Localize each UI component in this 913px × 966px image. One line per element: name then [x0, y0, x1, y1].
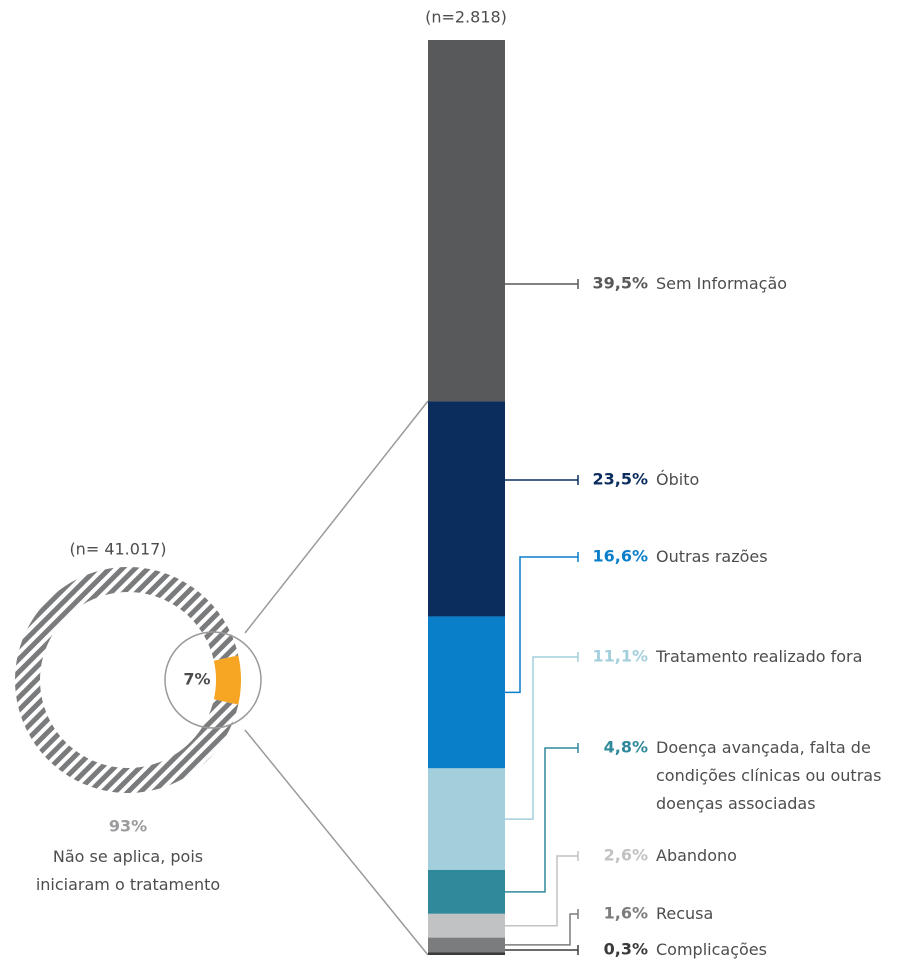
slice-label: Não se aplica, pois iniciaram o tratament…: [36, 847, 220, 894]
category-label: Tratamento realizado fora: [655, 647, 862, 666]
zoom-line: [244, 400, 429, 634]
category-label: Recusa: [656, 904, 713, 923]
value-label: 39,5%: [592, 274, 648, 293]
zoom-line: [244, 729, 429, 956]
category-label: Óbito: [656, 470, 699, 489]
zoom-circle: [164, 631, 262, 729]
value-label: 1,6%: [604, 904, 648, 923]
value-label: 11,1%: [592, 647, 648, 666]
bar-segment: [428, 952, 505, 955]
donut-slice: [213, 655, 242, 705]
slice-value-label: 93%: [109, 817, 147, 836]
bar-segment: [428, 616, 505, 769]
value-label: 0,3%: [604, 940, 648, 959]
bar-subtitle: (n=2.818): [425, 8, 507, 27]
value-label: 23,5%: [592, 470, 648, 489]
bar-segment: [428, 913, 505, 938]
category-label: Doença avançada, falta de condições clíni…: [656, 738, 881, 813]
bar-segment: [428, 937, 505, 953]
value-label: 16,6%: [592, 547, 648, 566]
category-label: Sem Informação: [656, 274, 787, 293]
value-label: 4,8%: [604, 738, 648, 757]
value-label: 2,6%: [604, 846, 648, 865]
leader-line: [505, 656, 578, 820]
donut-subtitle: (n= 41.017): [69, 540, 166, 559]
bar-segment: [428, 40, 505, 402]
category-label: Abandono: [656, 846, 737, 865]
leader-line: [505, 556, 578, 694]
slice-value-label: 7%: [183, 670, 210, 689]
bar-segment: [428, 768, 505, 870]
bar-segment: [428, 869, 505, 914]
leader-line: [505, 855, 578, 927]
leader-line: [505, 747, 578, 893]
bar-segment: [428, 401, 505, 617]
category-label: Complicações: [656, 940, 767, 959]
leader-line: [505, 913, 578, 946]
category-label: Outras razões: [656, 547, 768, 566]
